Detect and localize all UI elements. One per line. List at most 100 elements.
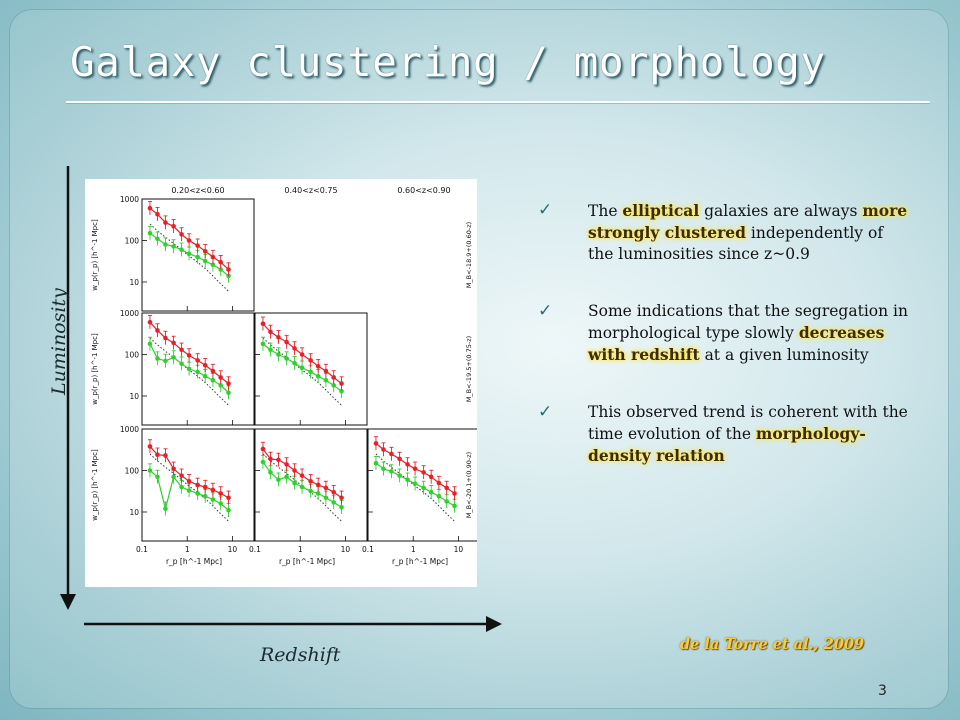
luminosity-label: Luminosity (48, 288, 70, 395)
early-type-point (421, 470, 426, 475)
late-type-point (186, 366, 192, 372)
y-axis-label: w_p(r_p) [h^-1 Mpc] (91, 449, 99, 521)
late-type-point (260, 341, 266, 347)
early-type-point (163, 335, 168, 341)
x-tick-label: 10 (341, 545, 351, 554)
early-type-point (284, 339, 289, 345)
x-tick-label: 10 (454, 545, 464, 554)
slide-title: Galaxy clustering / morphology (70, 38, 826, 86)
bullet-segment: independently of the luminosities since … (588, 224, 884, 263)
row-label: M_B<-20.1+(0.90-z) (465, 452, 473, 518)
late-type-point (202, 493, 208, 499)
checkmark-icon: ✓ (538, 200, 553, 220)
checkmark-icon: ✓ (538, 402, 553, 422)
bullet-segment: galaxies are always (699, 202, 863, 220)
early-type-point (171, 340, 176, 346)
early-type-point (171, 223, 176, 229)
late-type-point (163, 242, 168, 247)
highlighted-term: more strongly clustered (588, 201, 908, 242)
late-type-point (147, 230, 153, 236)
late-type-point (195, 491, 200, 496)
late-type-point (226, 390, 231, 396)
early-type-point (268, 456, 273, 462)
y-tick-label: 10 (129, 508, 139, 517)
late-type-point (292, 360, 297, 366)
early-type-point (218, 259, 223, 265)
bullet-segment: The (588, 202, 623, 220)
late-type-point (179, 361, 184, 367)
early-type-point (339, 381, 344, 386)
early-type-point (226, 267, 231, 272)
early-type-point (436, 480, 442, 486)
late-type-point (339, 504, 344, 510)
late-type-point (210, 262, 216, 268)
early-type-point (339, 495, 344, 501)
early-type-point (276, 457, 281, 463)
early-type-point (202, 248, 208, 254)
early-type-point (171, 466, 176, 472)
highlighted-term: elliptical (622, 201, 700, 220)
title-underline-shadow (66, 103, 930, 104)
early-type-point (147, 444, 153, 449)
early-type-point (315, 482, 321, 488)
early-type-point (428, 474, 434, 480)
y-tick-label: 1000 (120, 309, 139, 318)
early-type-point (155, 211, 160, 217)
late-type-point (292, 480, 297, 486)
highlighted-term: decreases with redshift (588, 323, 885, 364)
late-type-point (276, 477, 281, 483)
early-type-point (260, 321, 266, 327)
x-tick-label: 0.1 (362, 545, 374, 554)
early-type-point (292, 346, 297, 351)
late-type-point (186, 251, 192, 257)
bullet-text: Some indications that the segregation in… (588, 302, 908, 364)
x-tick-label: 1 (411, 545, 416, 554)
x-axis-label: r_p [h^-1 Mpc] (166, 557, 222, 566)
panel-frame (254, 428, 368, 542)
late-type-point (331, 383, 336, 388)
late-type-point (412, 481, 418, 487)
panel-frame (141, 428, 255, 542)
early-type-point (163, 220, 168, 225)
early-type-point (323, 368, 329, 374)
redshift-label: Redshift (260, 644, 341, 666)
early-type-point (210, 254, 216, 260)
bullet-item: ✓ Some indications that the segregation … (532, 301, 912, 366)
y-tick-label: 100 (125, 350, 140, 359)
bullet-segment: at a given luminosity (699, 346, 869, 364)
early-type-point (331, 489, 336, 495)
citation: de la Torre et al., 2009 (680, 636, 865, 653)
late-type-point (284, 356, 289, 361)
early-type-point (218, 375, 223, 380)
late-type-point (339, 388, 344, 394)
panel-frame (367, 428, 477, 542)
late-type-point (381, 466, 386, 472)
late-type-point (373, 460, 379, 466)
late-type-point (210, 497, 216, 502)
bullet-text: This observed trend is coherent with the… (588, 403, 908, 465)
late-type-point (428, 489, 434, 495)
late-type-point (268, 470, 273, 475)
late-type-point (323, 377, 329, 383)
early-type-point (292, 468, 297, 473)
y-tick-label: 10 (129, 278, 139, 287)
early-type-point (389, 451, 394, 457)
early-type-point (452, 491, 457, 496)
clustering-chart: 0.20<z<0.60 0.40<z<0.75 0.60<z<0.90 M_B<-18… (91, 186, 477, 566)
early-type-point (210, 368, 216, 374)
bullet-item: ✓ This observed trend is coherent with t… (532, 402, 912, 467)
early-type-point (186, 353, 192, 358)
late-type-point (171, 355, 176, 360)
late-type-point (268, 347, 273, 353)
reference-line (375, 453, 455, 522)
highlighted-term: morphology-density relation (588, 424, 866, 465)
late-type-point (163, 506, 168, 512)
early-type-point (444, 485, 449, 491)
y-tick-label: 10 (129, 392, 139, 401)
x-tick-label: 0.1 (249, 545, 261, 554)
early-type-point (299, 473, 305, 478)
early-type-point (155, 452, 160, 458)
early-type-point (179, 232, 184, 237)
column-label: 0.60<z<0.90 (397, 186, 450, 195)
late-type-point (444, 499, 449, 504)
